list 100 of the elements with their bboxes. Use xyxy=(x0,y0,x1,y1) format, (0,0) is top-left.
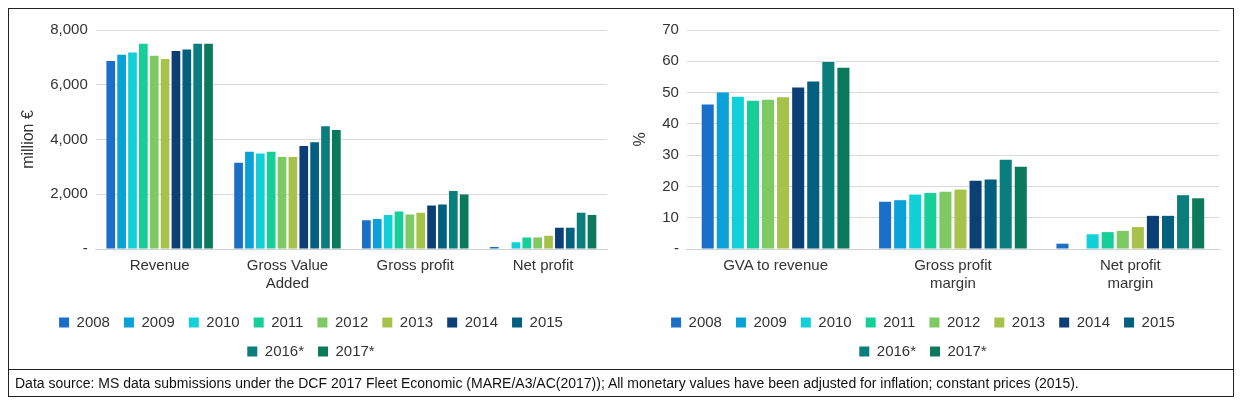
bar xyxy=(522,237,532,249)
bar xyxy=(762,99,775,249)
legend-label: 2017* xyxy=(335,341,375,359)
bar xyxy=(792,87,805,249)
bar xyxy=(1177,195,1190,249)
legend-label: 2009 xyxy=(753,312,787,330)
bar xyxy=(288,157,298,249)
bar xyxy=(255,153,265,249)
legend-label: 2008 xyxy=(688,312,722,330)
y-tick-label: 30 xyxy=(662,145,679,163)
bar xyxy=(427,205,436,249)
bar xyxy=(731,96,744,249)
bar xyxy=(894,200,907,249)
bar xyxy=(969,180,982,249)
legend-label: 2008 xyxy=(76,312,110,330)
y-tick-label: 6,000 xyxy=(50,74,88,92)
y-tick-label: 60 xyxy=(662,51,679,69)
x-tick-label: GVA to revenue xyxy=(723,256,828,274)
legend-label: 2010 xyxy=(206,312,240,330)
bar xyxy=(234,162,243,249)
bar xyxy=(822,61,835,249)
bar xyxy=(128,52,137,249)
y-tick-label: 4,000 xyxy=(50,129,88,147)
legend-label: 2014 xyxy=(1076,312,1111,330)
legend-label: 2013 xyxy=(1011,312,1046,330)
bar xyxy=(362,220,371,249)
bar xyxy=(266,151,276,249)
bar xyxy=(149,55,159,249)
bar xyxy=(544,235,553,249)
bar xyxy=(746,100,759,249)
x-tick-label: Net profit xyxy=(512,256,575,274)
bar xyxy=(1146,215,1159,249)
bar xyxy=(1192,198,1205,249)
legend-label: 2010 xyxy=(818,312,852,330)
bar xyxy=(139,43,148,249)
bar xyxy=(716,92,729,249)
bar xyxy=(117,54,126,249)
bar xyxy=(511,242,521,249)
bar xyxy=(182,49,192,249)
legend-label: 2015 xyxy=(1141,312,1175,330)
legend-label: 2009 xyxy=(141,312,175,330)
bar xyxy=(160,59,170,249)
bar xyxy=(565,227,575,249)
bar xyxy=(555,227,564,249)
y-tick-label: 20 xyxy=(662,176,679,194)
bar xyxy=(204,43,213,249)
y-tick-label: 40 xyxy=(662,114,679,131)
bar xyxy=(332,129,341,249)
x-tick-label: Revenue xyxy=(129,256,190,274)
legend-label: 2012 xyxy=(946,312,981,330)
bar xyxy=(438,204,447,249)
legend-label: 2012 xyxy=(334,312,369,330)
y-tick-label: - xyxy=(673,239,679,257)
bar xyxy=(299,146,309,249)
legend-label: 2013 xyxy=(399,312,434,330)
y-axis-title: % xyxy=(631,132,649,147)
bar xyxy=(924,193,937,249)
bar xyxy=(310,142,319,249)
bar xyxy=(1014,166,1027,249)
legend-label: 2017* xyxy=(947,341,987,359)
bar xyxy=(939,191,952,249)
bar xyxy=(1056,243,1069,249)
source-note: Data source: MS data submissions under the DCF 2017 Fleet Economic (MARE/A3/AC(2017)); All monetary values have been adjusted for inflation; constant prices (2015). xyxy=(15,375,1080,391)
bar xyxy=(171,51,181,249)
bar xyxy=(448,190,458,249)
bar xyxy=(383,215,393,249)
bar xyxy=(1116,230,1129,249)
bar xyxy=(1131,227,1144,249)
y-tick-label: - xyxy=(82,239,88,257)
x-tick-label: Gross Value Added xyxy=(246,256,329,292)
x-tick-label: Net profit margin xyxy=(1099,256,1162,292)
y-tick-label: 50 xyxy=(662,82,679,100)
bar xyxy=(837,67,850,249)
bar xyxy=(245,151,254,249)
bar xyxy=(405,214,415,249)
bar xyxy=(879,201,892,249)
bar xyxy=(533,237,543,249)
bar xyxy=(372,218,382,249)
bar xyxy=(1161,215,1175,249)
y-tick-label: 8,000 xyxy=(50,20,88,38)
legend-label: 2014 xyxy=(464,312,499,330)
bar xyxy=(106,60,116,249)
bar xyxy=(321,126,330,249)
y-tick-label: 10 xyxy=(662,207,679,225)
bar xyxy=(277,157,287,249)
bar xyxy=(1086,234,1099,249)
bar xyxy=(777,97,790,249)
y-tick-label: 2,000 xyxy=(50,184,88,202)
bar xyxy=(909,194,922,249)
bar xyxy=(999,159,1012,249)
bar xyxy=(576,212,586,249)
bar xyxy=(1101,232,1114,249)
bar xyxy=(416,212,426,249)
y-axis-title: million € xyxy=(19,110,37,169)
legend-label: 2011 xyxy=(883,312,916,330)
y-tick-label: 70 xyxy=(662,20,679,38)
bar xyxy=(193,43,203,249)
bar xyxy=(984,179,997,249)
legend-label: 2016* xyxy=(876,341,917,359)
bar xyxy=(807,81,820,249)
